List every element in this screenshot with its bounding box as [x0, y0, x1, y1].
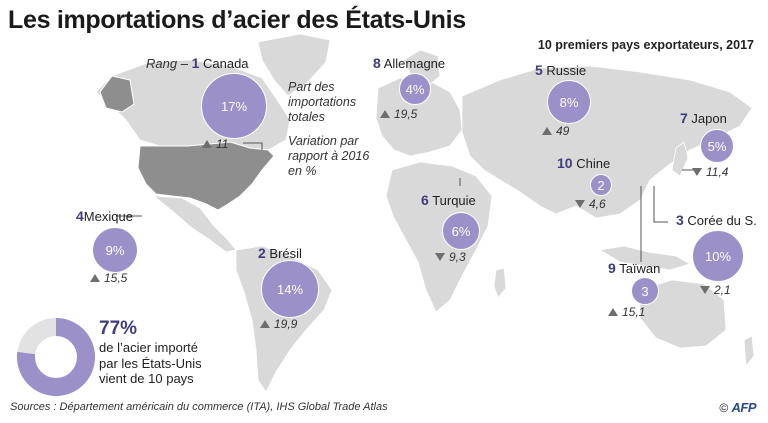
share-bubble-japon: 5%: [700, 129, 734, 163]
up-arrow-icon: [608, 308, 618, 316]
country-label-coree: 3 Corée du S.: [676, 212, 757, 228]
country-label-turquie: 6 Turquie: [421, 192, 476, 208]
variation-coree: 2,1: [700, 283, 731, 297]
australia-shape: [639, 279, 727, 349]
asia-shape: [461, 65, 753, 219]
madagascar-shape: [493, 267, 507, 299]
summary-text: de l’acier importé par les États-Unis vi…: [99, 340, 202, 386]
country-label-mexique: 4Mexique: [76, 208, 133, 224]
share-bubble-taiwan: 3: [631, 277, 659, 305]
indonesia-shape: [598, 245, 692, 271]
share-bubble-allemagne: 4%: [399, 73, 431, 105]
alaska-shape: [99, 75, 135, 113]
country-label-bresil: 2 Brésil: [258, 245, 302, 261]
variation-legend-note: Variation par rapport à 2016 en %: [288, 134, 370, 178]
new-zealand-shape: [743, 335, 755, 368]
page-title: Les importations d’acier des États-Unis: [8, 6, 466, 34]
variation-chine: 4,6: [575, 197, 606, 211]
greenland-shape: [257, 33, 331, 97]
share-bubble-canada: 17%: [201, 73, 267, 139]
sources-note: Sources : Département américain du comme…: [10, 401, 388, 413]
rang-legend-dash: –: [180, 56, 188, 71]
country-name: Canada: [202, 56, 249, 71]
down-arrow-icon: [692, 168, 702, 176]
country-label-canada: Rang – 1 Canada: [146, 55, 249, 71]
summary-donut: [17, 318, 95, 396]
country-rank: 1: [191, 55, 200, 71]
copyright-symbol: ©: [719, 401, 729, 415]
variation-allemagne: 19,5: [380, 107, 417, 121]
page-subtitle: 10 premiers pays exportateurs, 2017: [537, 38, 754, 52]
rang-legend-word: Rang: [146, 56, 178, 71]
country-label-allemagne: 8 Allemagne: [373, 55, 446, 71]
up-arrow-icon: [90, 274, 100, 282]
credit: © AFP: [719, 400, 756, 415]
africa-shape: [385, 161, 493, 313]
usa-shape: [137, 141, 275, 211]
share-bubble-turquie: 6%: [442, 212, 480, 250]
variation-russie: 49: [542, 124, 569, 138]
share-bubble-mexique: 9%: [92, 227, 138, 273]
down-arrow-icon: [575, 200, 585, 208]
variation-taiwan: 15,1: [608, 305, 645, 319]
up-arrow-icon: [260, 320, 270, 328]
variation-canada: 11: [202, 137, 228, 151]
japan-shape: [671, 141, 689, 177]
variation-mexique: 15,5: [90, 271, 127, 285]
up-arrow-icon: [202, 140, 212, 148]
share-bubble-coree: 10%: [692, 230, 744, 282]
up-arrow-icon: [542, 127, 552, 135]
afp-logo: AFP: [731, 400, 757, 415]
down-arrow-icon: [700, 286, 710, 294]
up-arrow-icon: [380, 110, 390, 118]
variation-turquie: 9,3: [435, 250, 466, 264]
variation-bresil: 19,9: [260, 317, 297, 331]
country-label-japon: 7 Japon: [680, 110, 727, 126]
country-label-chine: 10 Chine: [557, 155, 611, 171]
share-legend-note: Part des importations totales: [288, 80, 357, 124]
variation-japon: 11,4: [692, 165, 728, 179]
share-bubble-bresil: 14%: [261, 260, 319, 318]
country-label-taiwan: 9 Taïwan: [608, 260, 661, 276]
summary-percent: 77%: [99, 318, 138, 339]
down-arrow-icon: [435, 253, 445, 261]
share-bubble-russie: 8%: [547, 80, 591, 124]
share-bubble-chine: 2: [590, 174, 612, 196]
country-label-russie: 5 Russie: [535, 62, 587, 78]
